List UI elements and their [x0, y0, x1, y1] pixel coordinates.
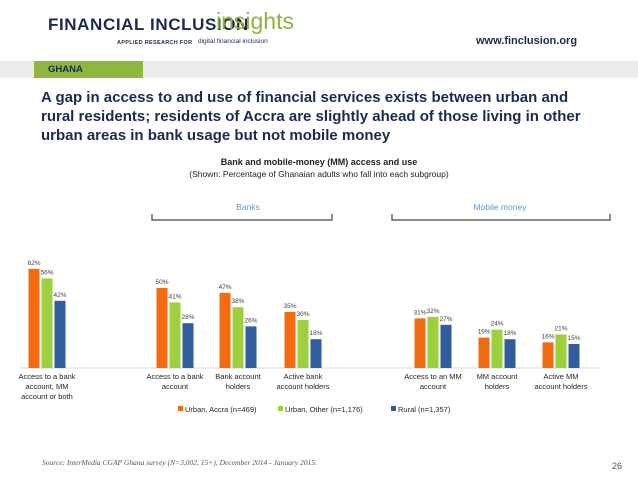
header: FINANCIAL INCLUSION insights APPLIED RES…	[0, 0, 638, 60]
data-label: 38%	[231, 298, 244, 305]
data-label: 62%	[27, 260, 40, 267]
group-bracket	[151, 214, 333, 221]
category-label-line: account or both	[21, 392, 73, 401]
logo-text: FINANCIAL INCLUSION	[48, 15, 249, 34]
legend-swatch	[391, 406, 396, 411]
bar	[182, 323, 194, 368]
bar	[491, 329, 503, 368]
category-label-line: Access to an MM	[404, 372, 462, 381]
category-label: Active MM account holders	[535, 372, 588, 391]
bar	[245, 326, 257, 368]
website-link[interactable]: www.finclusion.org	[476, 35, 578, 47]
data-label: 30%	[296, 311, 309, 318]
data-label: 32%	[426, 308, 439, 315]
category-label: Access to a bank account, MM account or bo…	[18, 372, 75, 401]
category-label: MM account holders	[477, 372, 519, 391]
bar	[542, 342, 554, 368]
country-badge	[34, 61, 143, 78]
category-label: Active bank account holders	[277, 372, 330, 391]
legend-entry: Urban, Other (n=1,176)	[285, 405, 363, 414]
bar	[555, 334, 567, 368]
bar-chart: Banks Mobile money 62%56% 42% Access to a ba…	[18, 202, 611, 414]
source-note: Source: InterMedia CGAP Ghana survey (N=…	[42, 458, 317, 467]
bar	[232, 307, 244, 368]
data-label: 50%	[155, 279, 168, 286]
bar	[297, 320, 309, 368]
category-label: Access to an MM account	[404, 372, 462, 391]
bar	[568, 344, 580, 368]
category-label-line: account holders	[277, 382, 330, 391]
category-label: Bank account holders	[215, 372, 261, 391]
logo-tagline: APPLIED RESEARCH FOR	[117, 40, 193, 46]
data-label: 18%	[309, 330, 322, 337]
data-label: 16%	[541, 333, 554, 340]
data-label: 56%	[40, 269, 53, 276]
bar	[310, 339, 322, 368]
country-bar	[0, 61, 638, 78]
bar	[440, 324, 452, 368]
page-headline: A gap in access to and use of financial …	[41, 89, 581, 144]
legend-entry: Rural (n=1,357)	[398, 405, 451, 414]
category-label: Access to a bank account	[146, 372, 203, 391]
group-label: Mobile money	[474, 202, 528, 212]
bar	[504, 339, 516, 368]
page-number: 26	[612, 461, 623, 471]
logo-insights-text: insights	[216, 8, 294, 34]
bar	[156, 288, 168, 368]
category-label-line: account, MM	[26, 382, 69, 391]
bar	[478, 337, 490, 368]
chart-subtitle: (Shown: Percentage of Ghanaian adults wh…	[189, 169, 449, 179]
data-label: 19%	[477, 329, 490, 336]
data-label: 35%	[283, 303, 296, 310]
data-label: 18%	[503, 330, 516, 337]
bar	[427, 316, 439, 368]
group-bracket	[391, 214, 611, 221]
data-label: 26%	[244, 317, 257, 324]
data-label: 47%	[218, 284, 231, 291]
data-label: 28%	[181, 314, 194, 321]
category-label-line: holders	[485, 382, 510, 391]
bar	[219, 292, 231, 368]
category-label-line: Bank account	[215, 372, 261, 381]
data-label: 41%	[168, 293, 181, 300]
data-label: 15%	[567, 335, 580, 342]
bar	[169, 302, 181, 368]
data-label: 27%	[439, 316, 452, 323]
bar	[414, 318, 426, 368]
data-label: 42%	[53, 292, 66, 299]
legend-swatch	[178, 406, 183, 411]
bar	[41, 278, 53, 368]
category-label-line: MM account	[477, 372, 519, 381]
chart-title: Bank and mobile-money (MM) access and us…	[220, 157, 418, 167]
category-label-line: Access to a bank	[146, 372, 203, 381]
logo-tagline-secondary: digital financial inclusion	[198, 38, 268, 45]
category-label-line: Access to a bank	[18, 372, 75, 381]
legend-swatch	[278, 406, 283, 411]
bar	[54, 300, 66, 368]
data-label: 24%	[490, 321, 503, 328]
country-label: GHANA	[48, 64, 83, 75]
category-label-line: account holders	[535, 382, 588, 391]
category-label-line: Active bank	[284, 372, 323, 381]
bar	[28, 268, 40, 368]
legend-entry: Urban, Accra (n=469)	[185, 405, 257, 414]
group-label: Banks	[236, 202, 260, 212]
bar	[284, 312, 296, 368]
category-label-line: account	[420, 382, 447, 391]
data-label: 31%	[413, 309, 426, 316]
data-label: 21%	[554, 325, 567, 332]
category-label-line: Active MM	[543, 372, 578, 381]
category-label-line: account	[162, 382, 189, 391]
category-label-line: holders	[226, 382, 251, 391]
